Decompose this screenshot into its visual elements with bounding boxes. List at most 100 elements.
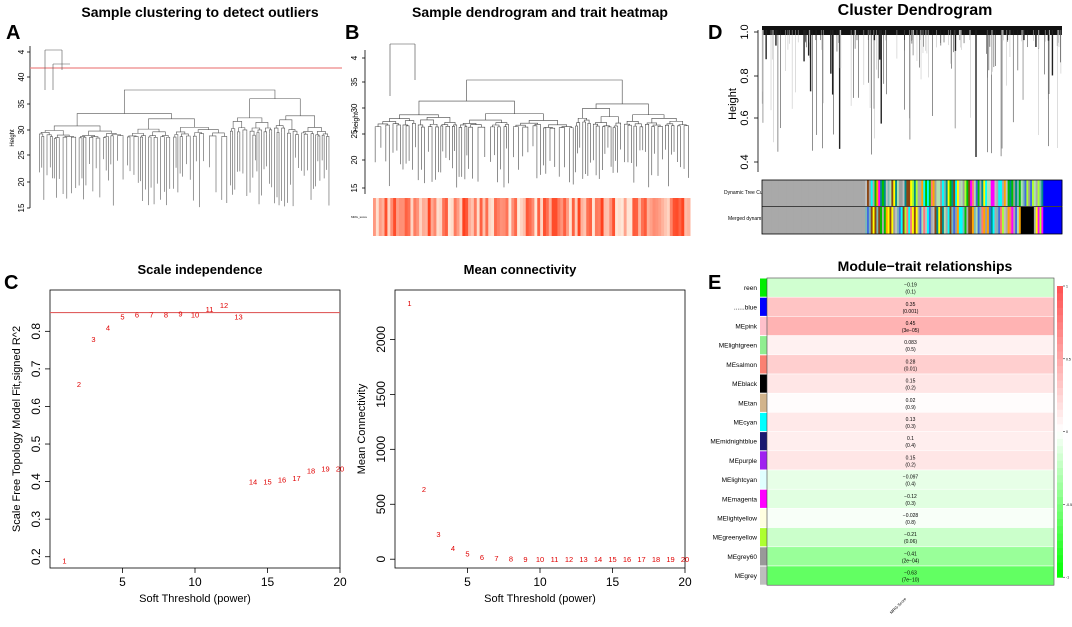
dynamic-tree-cut-cell [945, 180, 949, 206]
merged-dynamic-cell [852, 207, 855, 234]
panel-b-branch [466, 79, 623, 104]
trait-heatmap-cell [479, 198, 484, 236]
legend-gradient-step [1057, 540, 1063, 549]
merged-dynamic-cell [921, 207, 924, 234]
dynamic-tree-cut-cell [788, 180, 791, 206]
dynamic-tree-cut-cell [932, 180, 935, 206]
p-value: (0.5) [905, 347, 916, 353]
merged-dynamic-cell [790, 207, 793, 234]
dynamic-tree-cut-cell [1043, 180, 1046, 206]
trait-heatmap-cell [384, 198, 388, 236]
trait-heatmap-cell [580, 198, 584, 236]
dynamic-tree-cut-cell [1013, 180, 1016, 206]
power-label: 8 [509, 555, 513, 564]
trait-row-label: MRG_score [351, 215, 367, 219]
dynamic-tree-cut-cell [900, 180, 904, 206]
dynamic-tree-cut-cell [1003, 180, 1007, 206]
merged-dynamic-cell [822, 207, 825, 234]
trait-heatmap-cell [545, 198, 550, 236]
legend-gradient-step [1057, 402, 1063, 411]
trait-heatmap-cell [577, 198, 581, 236]
dynamic-tree-cut-cell [808, 180, 812, 206]
trait-heatmap-cell [456, 198, 460, 236]
panel-b-branch [470, 124, 482, 128]
dynamic-tree-cut-cell [823, 180, 827, 206]
legend-gradient-step [1057, 315, 1063, 323]
dynamic-tree-cut-cell [792, 180, 795, 206]
panel-letter-d: D [708, 22, 723, 44]
panel-b-y-tick-label: 25 [350, 129, 359, 138]
merged-dynamic-cell [960, 207, 964, 234]
panel-b-branch [633, 125, 637, 128]
dynamic-tree-cut-cell [934, 180, 937, 206]
dynamic-tree-cut-cell [990, 180, 994, 206]
module-label: MEtan [738, 400, 757, 407]
trait-heatmap-cell [416, 198, 420, 236]
panel-a-branch [231, 128, 236, 132]
trait-heatmap-cell [511, 198, 515, 236]
y-tick-label: 2000 [374, 326, 388, 353]
power-label: 13 [234, 312, 242, 321]
merged-dynamic-cell [778, 207, 782, 234]
merged-dynamic-cell [805, 207, 808, 234]
merged-dynamic-cell [972, 207, 975, 234]
merged-dynamic-cell [910, 207, 913, 234]
power-label: 10 [191, 310, 199, 319]
legend-gradient-step [1057, 504, 1063, 513]
dynamic-tree-cut-cell [928, 180, 932, 206]
dynamic-tree-cut-cell [927, 180, 930, 206]
dynamic-tree-cut-cell [1060, 180, 1063, 206]
merged-dynamic-cell [1045, 207, 1048, 234]
panel-a-branch [192, 135, 197, 138]
merged-dynamic-cell [900, 207, 904, 234]
merged-dynamic-cell [998, 207, 1001, 234]
merged-dynamic-cell [951, 207, 954, 234]
module-color-swatch [760, 489, 767, 508]
dynamic-tree-cut-cell [835, 180, 838, 206]
module-color-frame [761, 179, 1063, 235]
dynamic-tree-cut-cell [855, 180, 859, 206]
merged-dynamic-cell [818, 207, 821, 234]
panel-a-branch [252, 134, 256, 138]
merged-dynamic-cell [932, 207, 935, 234]
panel-b-branch [548, 124, 567, 128]
heatmap-x-label: MRG-Score [889, 596, 908, 615]
dynamic-tree-cut-cell [883, 180, 887, 206]
merged-dynamic-cell [823, 207, 827, 234]
module-color-swatch [760, 393, 767, 412]
merged-dynamic-cell [868, 207, 872, 234]
merged-dynamic-cell [1058, 207, 1061, 234]
legend-gradient-step [1057, 569, 1063, 578]
panel-b-branch [587, 123, 591, 127]
dynamic-tree-cut-cell [790, 180, 793, 206]
panel-b-branch [427, 126, 433, 128]
dynamic-tree-cut-cell [1052, 180, 1055, 206]
trait-heatmap-cell [678, 198, 682, 236]
y-tick-label: 0.7 [29, 360, 43, 377]
dynamic-tree-cut-cell [958, 180, 962, 206]
panel-b-branch [377, 123, 388, 127]
legend-gradient-step [1057, 358, 1063, 367]
module-color-swatch [760, 412, 767, 432]
dynamic-tree-cut-cell [1018, 180, 1022, 206]
dynamic-tree-cut-cell [773, 180, 776, 206]
power-label: 18 [307, 466, 315, 475]
power-label: 2 [77, 380, 81, 389]
panel-b-branch [639, 126, 644, 129]
merged-dynamic-cell [1050, 207, 1054, 234]
x-tick-label: 10 [533, 575, 547, 589]
power-label: 11 [551, 555, 559, 564]
panel-b-branch [595, 125, 600, 128]
merged-dynamic-cell [1033, 207, 1037, 234]
trait-heatmap-cell [649, 198, 654, 236]
dynamic-tree-cut-cell [814, 180, 817, 206]
merged-dynamic-cell [1015, 207, 1018, 234]
legend-tick-label: -0.5 [1066, 503, 1072, 507]
merged-dynamic-cell [975, 207, 979, 234]
dynamic-tree-cut-cell [1007, 180, 1010, 206]
panel-a-branch [251, 127, 261, 132]
panel-a-branch [117, 135, 124, 137]
dynamic-tree-cut-cell [1000, 180, 1003, 206]
panel-b-branch [671, 125, 675, 128]
dynamic-tree-cut-cell [793, 180, 797, 206]
